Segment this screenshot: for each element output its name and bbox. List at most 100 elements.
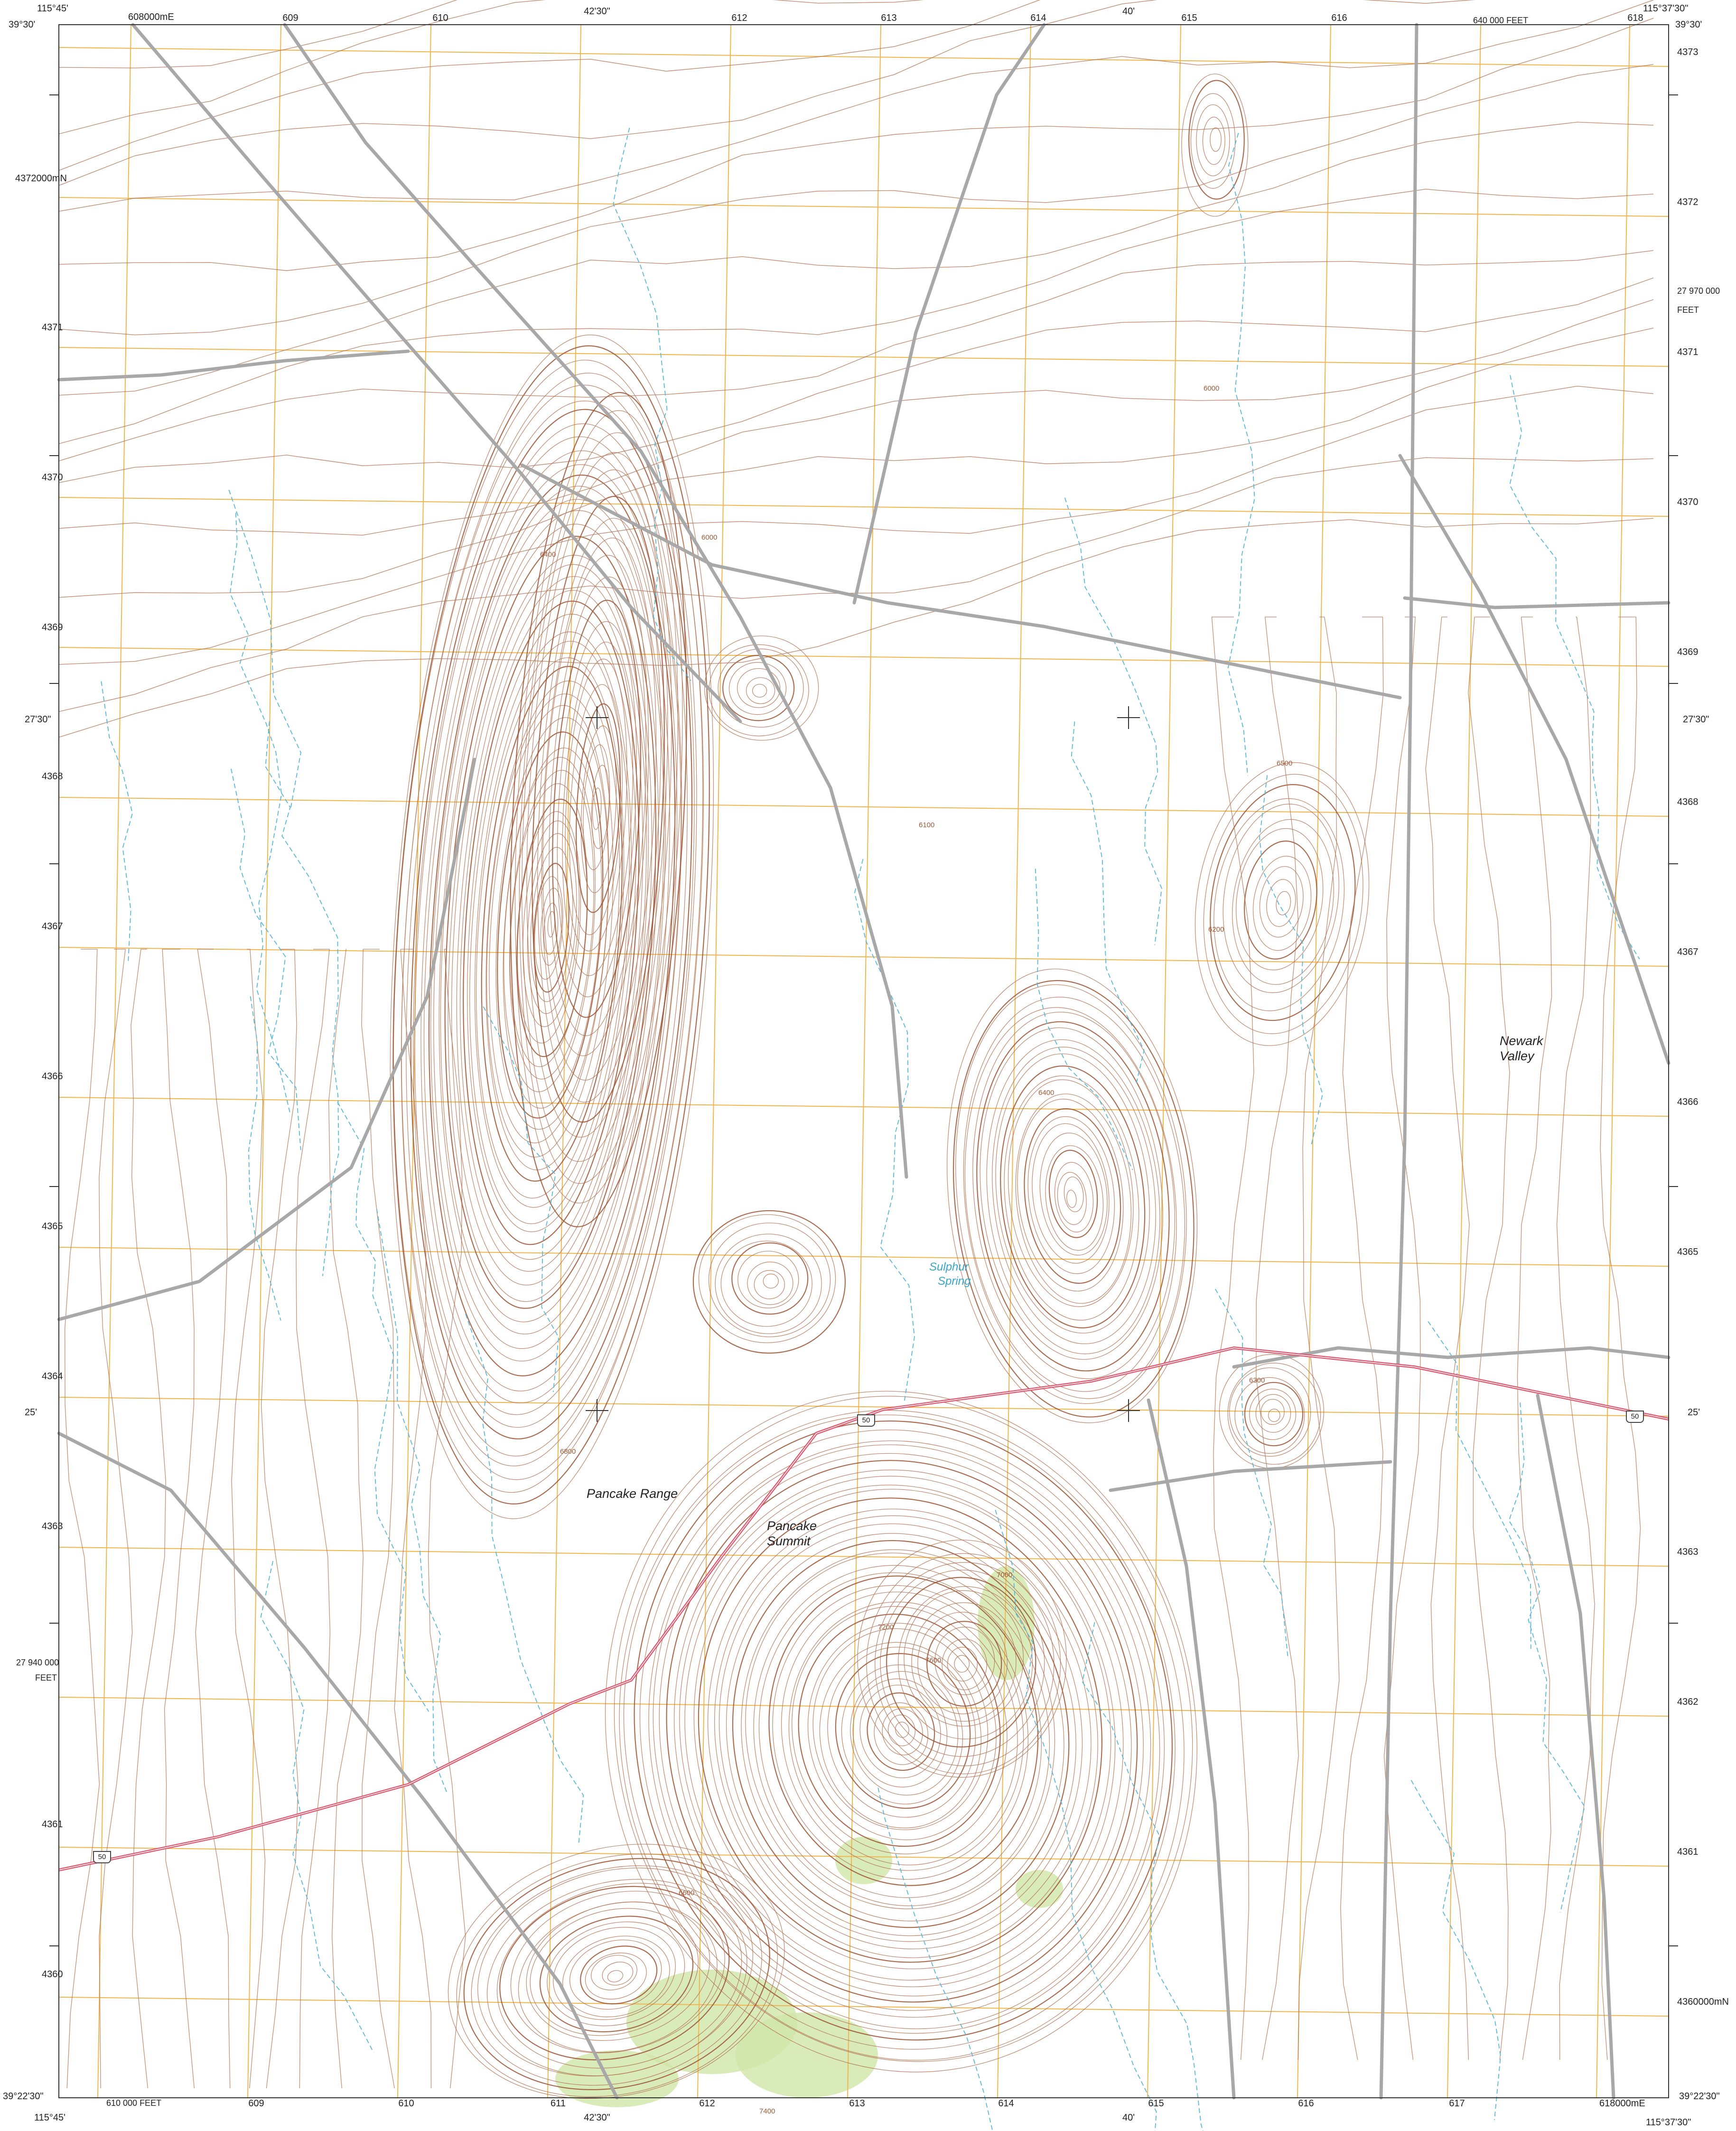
left-northing-4364: 4364 <box>42 1371 63 1382</box>
contour-line <box>569 684 623 935</box>
stream-line <box>1410 1780 1501 2121</box>
bottom-easting-610: 610 <box>398 2098 414 2109</box>
grid-line-vertical <box>697 24 731 2098</box>
place-newark-valley-line2: Valley <box>1500 1049 1534 1063</box>
contour-line <box>666 1460 1138 2003</box>
contour-line <box>448 555 653 1302</box>
right-northing-4368: 4368 <box>1677 797 1699 807</box>
contour-line <box>1244 1382 1304 1447</box>
top-easting-614: 614 <box>1030 13 1046 23</box>
contour-line <box>518 1901 718 2053</box>
contour-line <box>792 1606 1008 1854</box>
top-feet-label: 640 000 FEET <box>1473 16 1529 25</box>
contour-line <box>752 683 767 698</box>
roads <box>57 23 1671 2100</box>
road <box>1409 23 1419 700</box>
contour-line <box>530 847 573 1002</box>
contour-line <box>741 1549 1064 1922</box>
stream-line <box>483 1006 559 1393</box>
contour-label: 6600 <box>679 1889 695 1897</box>
grid-line-horizontal <box>58 347 1669 367</box>
contour-line <box>1210 127 1222 152</box>
contour-line <box>401 373 704 1480</box>
contour-line <box>420 450 681 1403</box>
contour-line <box>917 1612 1008 1714</box>
contour-line <box>1195 762 1370 1046</box>
contour-line <box>1249 1389 1297 1440</box>
contour-line <box>522 452 672 1162</box>
contour-line <box>1066 1189 1077 1208</box>
streams <box>101 128 1640 2131</box>
contour-label: 6100 <box>919 821 935 829</box>
grid-line-vertical <box>1447 24 1481 2098</box>
contour-line <box>393 360 703 1493</box>
contour-line <box>58 385 1654 738</box>
contour-line <box>1259 866 1304 938</box>
contour-line <box>503 748 602 1109</box>
contour-line <box>772 1585 1028 1880</box>
contour-line <box>532 495 665 1123</box>
road <box>1398 454 1671 1065</box>
contour-line <box>65 949 100 2089</box>
right-latitude-25: 25' <box>1688 1407 1700 1418</box>
road <box>57 1431 619 2100</box>
stream-line <box>1509 375 1640 960</box>
stream-line <box>228 489 301 808</box>
contour-line <box>758 1572 1042 1898</box>
contour-line <box>819 1642 981 1829</box>
contour-line <box>679 1476 1124 1987</box>
left-feet-label-b: FEET <box>35 1673 57 1682</box>
contour-line <box>1223 804 1339 993</box>
stream-line <box>101 681 133 963</box>
contour-line <box>1236 828 1324 971</box>
contour-line <box>763 1273 779 1289</box>
contour-line <box>976 1021 1170 1372</box>
neatline <box>58 24 1669 2098</box>
contour-line <box>1256 617 1299 2060</box>
contour-line <box>497 731 604 1119</box>
stream-line <box>877 1787 993 2131</box>
stream-line <box>854 859 915 1401</box>
contour-line <box>474 641 630 1208</box>
contour-line <box>737 668 781 708</box>
contour-line <box>934 1626 995 1695</box>
stream-line <box>995 1510 1157 2131</box>
contour-line <box>1203 774 1363 1034</box>
stream-line <box>1082 1622 1204 2131</box>
contour-line <box>886 1577 1036 1748</box>
contour-line <box>835 1653 971 1809</box>
contour-line <box>1027 1116 1115 1274</box>
contour-line <box>707 1508 1098 1958</box>
contour-line <box>537 518 662 1103</box>
left-northing-4365: 4365 <box>42 1221 63 1232</box>
contour-line <box>469 631 632 1224</box>
contour-line <box>812 1628 989 1830</box>
contour-line <box>543 903 559 955</box>
bottom-easting-611: 611 <box>551 2098 566 2109</box>
contour-line <box>58 122 1654 467</box>
contour-line <box>719 1523 1083 1942</box>
contour-line <box>888 1714 915 1747</box>
contour-line <box>361 949 395 2089</box>
contour-line <box>463 1858 770 2090</box>
grid-line-vertical <box>1147 24 1181 2098</box>
grid-line-horizontal <box>58 197 1669 217</box>
contour-line <box>674 1469 1132 1997</box>
contour-line <box>539 1916 694 2033</box>
right-northing-4373: 4373 <box>1677 47 1699 57</box>
contour-line <box>841 1664 963 1804</box>
contour-line <box>955 984 1187 1404</box>
contour-line <box>866 1553 1061 1775</box>
contour-line <box>947 968 1198 1423</box>
contour-line <box>720 1241 812 1327</box>
corner-nw-latitude: 39°30' <box>9 19 36 30</box>
contour-line <box>904 1590 1024 1727</box>
stream-line <box>1428 1321 1531 1649</box>
right-northing-4372: 4372 <box>1677 197 1699 207</box>
contour-line <box>592 787 602 830</box>
place-pancake-summit-line1: Pancake <box>767 1519 817 1533</box>
contour-line <box>439 510 664 1335</box>
contour-line <box>684 1485 1116 1981</box>
bottom-easting-613: 613 <box>849 2098 865 2109</box>
